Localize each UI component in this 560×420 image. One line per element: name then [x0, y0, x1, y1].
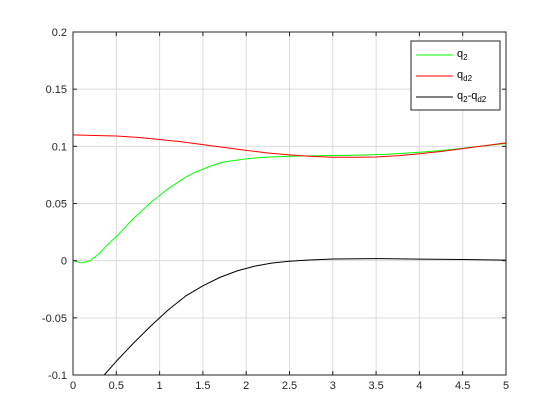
x-tick-label: 1: [157, 380, 163, 392]
series-line-2: [72, 134, 507, 158]
x-tick-label: 4: [416, 380, 422, 392]
legend-entry-label: q2-qd2: [457, 90, 487, 104]
legend: q2 qd2 q2-qd2: [410, 40, 501, 111]
x-tick-label: 0.5: [109, 380, 124, 392]
x-tick-label: 2.5: [282, 380, 297, 392]
y-tick-label: 0.05: [46, 199, 67, 211]
legend-entry-label: qd2: [457, 69, 473, 83]
x-tick-label: 3.5: [368, 380, 383, 392]
x-tick-label: 4.5: [455, 380, 470, 392]
legend-entry-label: q2: [457, 48, 468, 62]
series-line-1: [72, 142, 507, 264]
x-tick-label: 0: [70, 380, 76, 392]
y-tick-label: 0.1: [52, 141, 67, 153]
series-layer: [72, 134, 507, 376]
y-tick-label: -0.05: [42, 313, 67, 325]
y-tick-labels: -0.1 -0.05 0 0.05 0.1 0.15 0.2: [42, 27, 67, 382]
y-tick-label: 0.15: [46, 84, 67, 96]
x-tick-label: 1.5: [195, 380, 210, 392]
series-line-3: [103, 258, 507, 376]
x-tick-label: 2: [243, 380, 249, 392]
tick-marks: [72, 31, 507, 376]
y-tick-label: 0.2: [52, 27, 67, 39]
y-tick-label: -0.1: [48, 370, 67, 382]
x-tick-label: 3: [330, 380, 336, 392]
x-tick-label: 5: [503, 380, 509, 392]
x-tick-labels: 0 0.5 1 1.5 2 2.5 3 3.5 4 4.5 5: [70, 380, 509, 392]
y-tick-label: 0: [61, 256, 67, 268]
